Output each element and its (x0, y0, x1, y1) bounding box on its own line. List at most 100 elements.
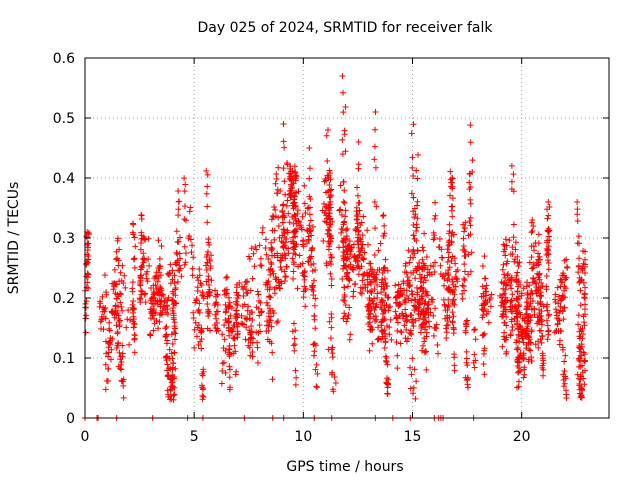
y-tick-label: 0.4 (53, 171, 75, 187)
data-point (142, 236, 149, 243)
data-point (513, 339, 520, 346)
data-point (407, 281, 414, 288)
data-point (501, 319, 508, 326)
data-point (580, 330, 587, 337)
data-point (416, 301, 423, 308)
data-point (544, 322, 551, 329)
data-point (479, 263, 486, 270)
data-point (483, 292, 490, 299)
data-point (402, 260, 409, 267)
data-point (371, 199, 378, 206)
data-point (375, 324, 382, 331)
data-point (198, 336, 205, 343)
data-point (431, 259, 438, 266)
data-point (520, 285, 527, 292)
data-point (219, 368, 226, 375)
data-point (529, 217, 536, 223)
data-point (561, 304, 568, 311)
data-point (171, 279, 178, 286)
data-point (274, 318, 281, 325)
data-point (410, 121, 417, 128)
data-point (481, 371, 488, 378)
data-point (347, 251, 354, 258)
data-point (83, 312, 90, 319)
data-point (410, 173, 417, 180)
data-point (168, 350, 175, 357)
data-point (292, 243, 299, 250)
data-point (378, 322, 385, 329)
data-point (249, 275, 256, 282)
data-point (562, 352, 569, 359)
data-point (509, 297, 516, 304)
data-point (221, 336, 228, 343)
data-point (358, 219, 365, 226)
data-point (513, 346, 520, 353)
data-point (445, 254, 452, 261)
data-point (263, 251, 270, 258)
data-point (386, 331, 393, 338)
data-point (560, 346, 567, 353)
data-point (325, 205, 332, 212)
data-point (192, 319, 199, 326)
data-point (190, 309, 197, 316)
data-point (165, 294, 172, 301)
data-point (175, 212, 182, 219)
data-point (354, 238, 361, 245)
data-point (423, 348, 430, 355)
data-point (131, 306, 138, 313)
data-point (256, 322, 263, 329)
data-point (545, 212, 552, 219)
data-point (412, 211, 419, 218)
data-point (288, 183, 295, 190)
data-point (408, 130, 415, 137)
data-point (433, 325, 440, 332)
data-point (359, 285, 366, 292)
data-point (521, 327, 528, 334)
data-point (421, 230, 428, 237)
data-point (342, 148, 349, 155)
data-point (163, 323, 170, 330)
data-point (574, 217, 581, 224)
data-point (343, 256, 350, 263)
data-point (291, 320, 298, 327)
data-point (545, 327, 552, 334)
data-point (342, 104, 349, 111)
data-point (500, 300, 507, 307)
data-point (83, 298, 90, 305)
data-point (106, 319, 113, 326)
data-point (552, 291, 559, 298)
data-point (109, 309, 116, 316)
data-point (150, 295, 157, 302)
data-point (372, 164, 379, 171)
data-point (181, 188, 188, 195)
data-point (462, 225, 469, 232)
data-point (373, 316, 380, 323)
data-point (195, 341, 202, 348)
data-point (508, 186, 515, 193)
data-point (230, 350, 237, 357)
data-point (472, 357, 479, 364)
data-point (247, 287, 254, 294)
data-point (538, 321, 545, 328)
data-point (527, 347, 534, 354)
data-point (345, 275, 352, 282)
data-point (268, 340, 275, 347)
data-point (242, 336, 249, 343)
data-point (432, 212, 439, 219)
data-point (444, 258, 451, 265)
data-point (214, 308, 221, 315)
data-point (436, 236, 443, 243)
data-point (575, 355, 582, 362)
data-point (374, 281, 381, 288)
data-point (499, 311, 506, 318)
data-point (407, 385, 414, 392)
data-point (100, 326, 107, 333)
data-point (581, 306, 588, 313)
data-point (461, 261, 468, 268)
data-point (503, 242, 510, 249)
data-point (528, 229, 535, 236)
data-point (181, 203, 188, 210)
data-point (324, 157, 331, 164)
data-point (250, 250, 257, 257)
data-point (430, 263, 437, 270)
